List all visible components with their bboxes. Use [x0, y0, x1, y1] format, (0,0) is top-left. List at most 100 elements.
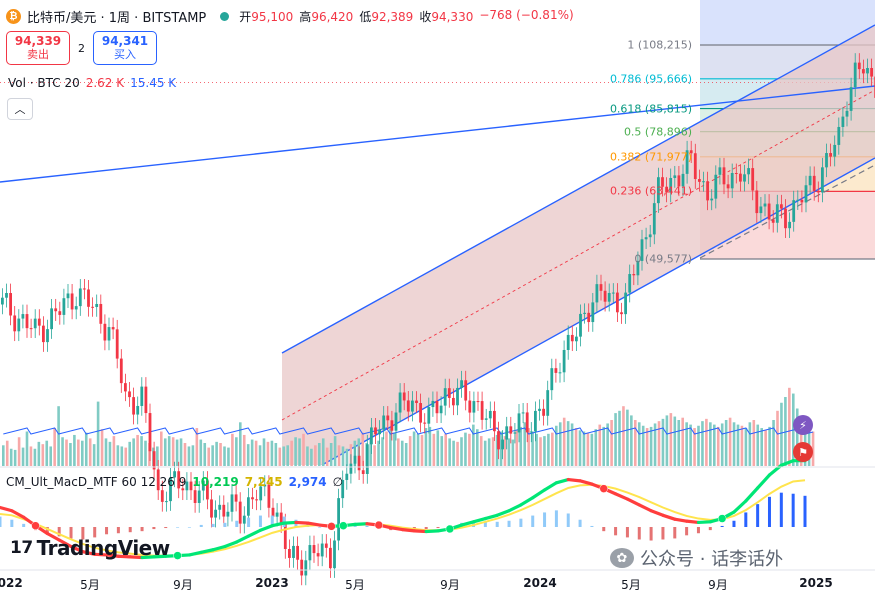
volume-bar [373, 445, 376, 466]
volume-bar [100, 429, 104, 466]
volume-bar [179, 438, 183, 466]
volume-bar [555, 425, 558, 466]
macd-histogram-bar [176, 527, 180, 528]
macd-legend[interactable]: CM_Ult_MacD_MTF 60 12 26 9 10,219 7,245 … [6, 475, 343, 489]
volume-bar [614, 413, 617, 466]
macd-line-segment [696, 520, 712, 525]
candle-body [267, 484, 271, 508]
volume-bar [223, 446, 226, 466]
volume-bar [772, 420, 775, 466]
volume-bar [278, 447, 282, 466]
volume-bar [657, 421, 661, 466]
macd-line-segment [211, 544, 227, 552]
macd-histogram-bar [164, 527, 168, 529]
candle-body [505, 426, 509, 440]
lightning-icon[interactable]: ⚡ [793, 415, 813, 435]
macd-line-segment [507, 503, 523, 513]
volume-bar [634, 420, 637, 466]
volume-bar [744, 428, 748, 466]
candle-body [78, 288, 82, 307]
candle-body [99, 303, 103, 324]
macd-cross-dot [445, 524, 455, 534]
buy-label: 买入 [114, 48, 136, 61]
collapse-legend-button[interactable]: ︿ [7, 98, 33, 120]
candle-body [283, 523, 287, 549]
low-label: 低 [359, 9, 372, 24]
symbol-title[interactable]: 比特币/美元 · 1周 · BITSTAMP [27, 10, 207, 26]
candle-body [800, 199, 804, 203]
candle-body [570, 334, 574, 342]
volume-bar [294, 437, 297, 466]
macd-histogram-bar [353, 525, 357, 527]
macd-histogram-bar [140, 527, 144, 532]
candle-body [152, 451, 156, 470]
volume-bar [333, 436, 337, 466]
volume-bar [57, 406, 60, 466]
volume-bar [227, 447, 230, 466]
macd-histogram-bar [625, 527, 629, 538]
us-flag-icon[interactable]: ⚑ [793, 442, 813, 462]
volume-bar [795, 408, 799, 466]
regression-channel[interactable] [0, 24, 875, 466]
volume-bar [112, 436, 116, 466]
macd-line-segment [306, 521, 322, 527]
macd-line-segment [542, 481, 558, 492]
volume-bar [92, 444, 96, 466]
volume-bar [231, 433, 234, 466]
change-value: −768 (−0.81%) [479, 7, 574, 22]
candle-body [452, 397, 455, 406]
macd-histogram-bar [223, 522, 227, 527]
candle-body [464, 380, 468, 401]
candle-body [431, 400, 435, 408]
volume-bar [337, 445, 341, 466]
volume-bar [207, 447, 210, 466]
candle-body [775, 204, 779, 223]
macd-line-segment [93, 552, 109, 557]
candle-body [263, 484, 267, 487]
volume-bar [314, 445, 317, 466]
candle-body [210, 499, 213, 518]
volume-bar [491, 437, 495, 466]
volume-bar [412, 431, 416, 466]
market-status-icon[interactable] [220, 11, 230, 21]
candle-body [415, 400, 418, 404]
candle-body [534, 410, 537, 432]
sell-button[interactable]: 94,339 卖出 [6, 31, 70, 65]
macd-line-segment [566, 477, 582, 483]
volume-bar [175, 439, 179, 466]
volume-legend[interactable]: Vol · BTC 20 2.62 K 15.45 K [8, 76, 176, 90]
candle-body [226, 511, 230, 517]
macd-line-segment [294, 520, 310, 525]
volume-bar [250, 439, 254, 466]
volume-bar [298, 438, 301, 466]
tradingview-logo[interactable]: 𝟭𝟳 TradingView [10, 536, 170, 560]
candle-body [247, 497, 250, 516]
macd-cross-dot [339, 521, 348, 530]
candle-body [747, 168, 750, 175]
macd-histogram-bar [554, 510, 558, 527]
candle-body [607, 292, 611, 302]
candle-body [206, 480, 209, 500]
volume-bar [598, 424, 602, 466]
candle-body [702, 181, 705, 183]
candle-body [132, 397, 135, 415]
macd-line-segment [744, 486, 760, 503]
macd-line-segment [578, 479, 594, 486]
candle-body [91, 306, 94, 308]
candle-body [148, 413, 152, 452]
macd-histogram-bar [318, 527, 322, 528]
macd-line-segment [140, 555, 156, 560]
candle-body [652, 203, 656, 235]
x-tick-label: 2025 [799, 576, 833, 590]
candle-body [271, 507, 275, 517]
volume-bar [69, 443, 72, 466]
macd-value-2: 7,245 [244, 475, 283, 489]
candle-body [70, 293, 74, 310]
buy-button[interactable]: 94,341 买入 [93, 31, 157, 65]
candle-body [566, 334, 570, 350]
volume-bar [266, 441, 270, 466]
candle-body [115, 329, 119, 359]
macd-line-segment [389, 526, 405, 532]
candle-body [5, 293, 8, 298]
